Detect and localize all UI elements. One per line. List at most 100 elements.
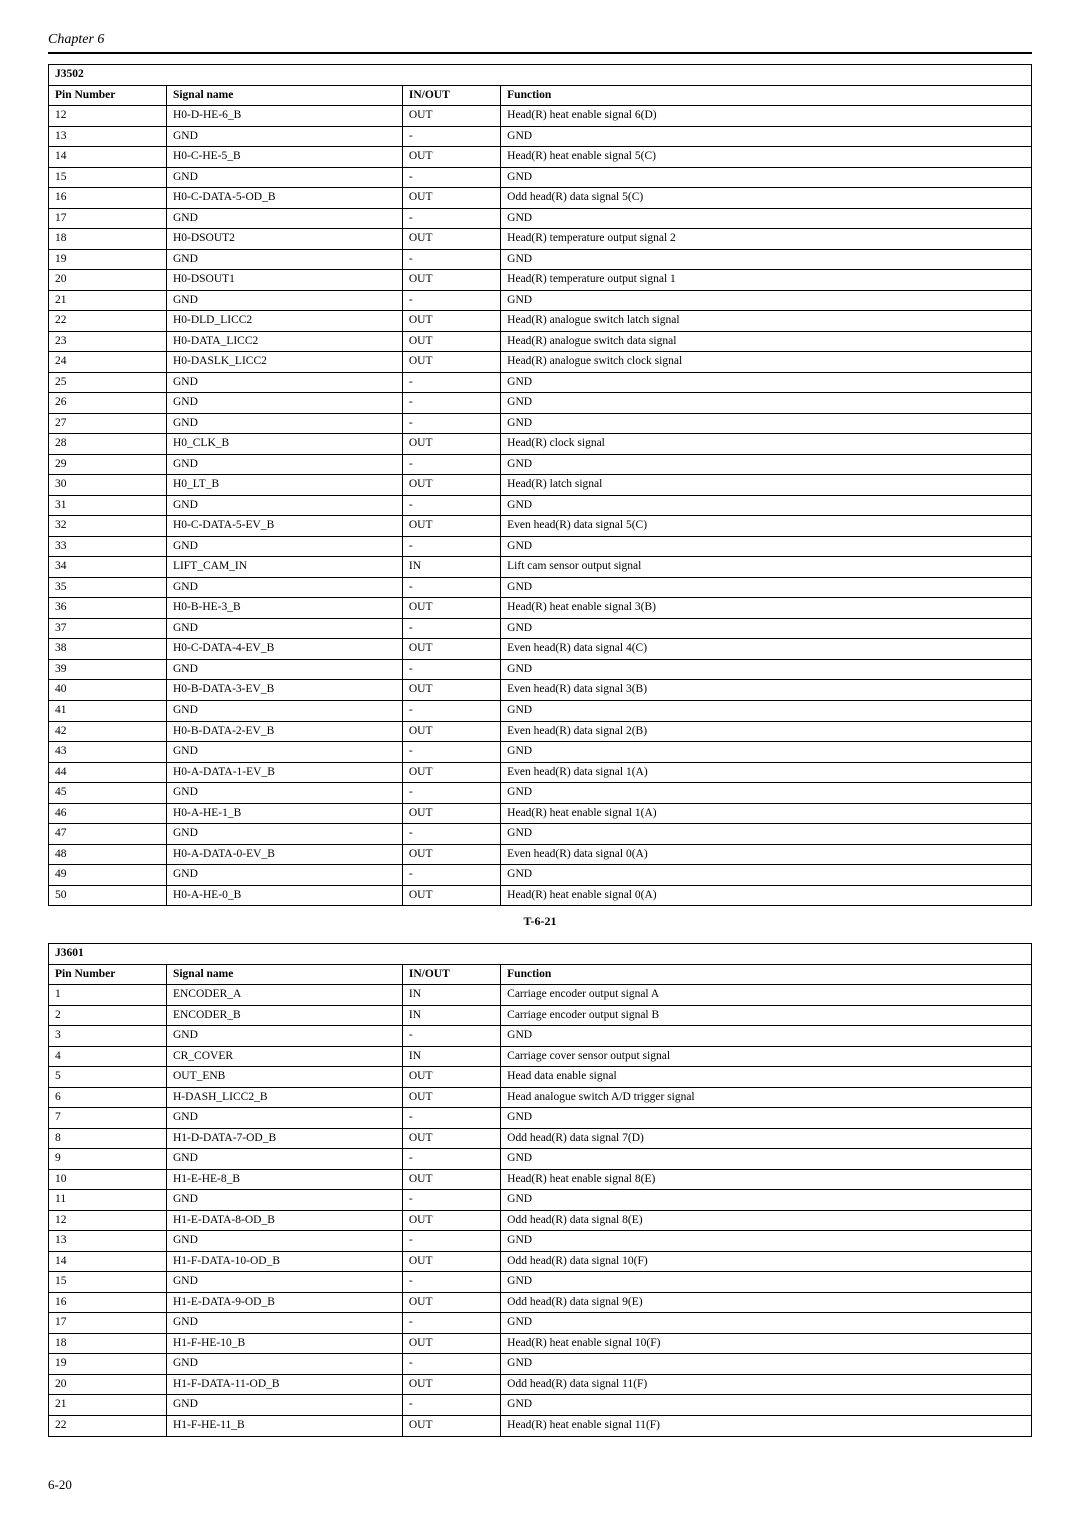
table-row: 32H0-C-DATA-5-EV_BOUTEven head(R) data s… bbox=[49, 516, 1032, 537]
table-cell: OUT bbox=[402, 885, 500, 906]
table-cell: GND bbox=[166, 700, 402, 721]
table-cell: - bbox=[402, 372, 500, 393]
table-cell: - bbox=[402, 1149, 500, 1170]
table-cell: OUT bbox=[402, 1210, 500, 1231]
table-row: 36H0-B-HE-3_BOUTHead(R) heat enable sign… bbox=[49, 598, 1032, 619]
table-row: 23H0-DATA_LICC2OUTHead(R) analogue switc… bbox=[49, 331, 1032, 352]
table-cell: 17 bbox=[49, 208, 167, 229]
table-cell: 50 bbox=[49, 885, 167, 906]
table-cell: Head(R) latch signal bbox=[501, 475, 1032, 496]
table-row: 13GND-GND bbox=[49, 126, 1032, 147]
table-cell: Even head(R) data signal 2(B) bbox=[501, 721, 1032, 742]
table-row: 17GND-GND bbox=[49, 208, 1032, 229]
table-cell: OUT bbox=[402, 352, 500, 373]
table-cell: Even head(R) data signal 1(A) bbox=[501, 762, 1032, 783]
table-row: 9GND-GND bbox=[49, 1149, 1032, 1170]
table-cell: OUT bbox=[402, 1333, 500, 1354]
table-cell: - bbox=[402, 1313, 500, 1334]
table-cell: GND bbox=[166, 1395, 402, 1416]
table-cell: 22 bbox=[49, 1416, 167, 1437]
table-cell: GND bbox=[501, 1026, 1032, 1047]
table-cell: 29 bbox=[49, 454, 167, 475]
table-cell: Head(R) heat enable signal 10(F) bbox=[501, 1333, 1032, 1354]
table-cell: IN bbox=[402, 1005, 500, 1026]
table-row: 49GND-GND bbox=[49, 865, 1032, 886]
table-row: 12H0-D-HE-6_BOUTHead(R) heat enable sign… bbox=[49, 106, 1032, 127]
table-cell: 27 bbox=[49, 413, 167, 434]
table-row: 41GND-GND bbox=[49, 700, 1032, 721]
table-cell: GND bbox=[166, 783, 402, 804]
table-cell: OUT bbox=[402, 434, 500, 455]
table-cell: GND bbox=[166, 290, 402, 311]
table-row: 8H1-D-DATA-7-OD_BOUTOdd head(R) data sig… bbox=[49, 1128, 1032, 1149]
table-cell: GND bbox=[501, 536, 1032, 557]
table-cell: GND bbox=[166, 413, 402, 434]
page-number: 6-20 bbox=[48, 1477, 1032, 1493]
table-row: 21GND-GND bbox=[49, 1395, 1032, 1416]
table-cell: 20 bbox=[49, 1374, 167, 1395]
table-cell: Even head(R) data signal 5(C) bbox=[501, 516, 1032, 537]
table-cell: Head(R) analogue switch clock signal bbox=[501, 352, 1032, 373]
table-cell: Head(R) heat enable signal 5(C) bbox=[501, 147, 1032, 168]
table-cell: H1-E-DATA-8-OD_B bbox=[166, 1210, 402, 1231]
table-cell: GND bbox=[166, 824, 402, 845]
table-row: 6H-DASH_LICC2_BOUTHead analogue switch A… bbox=[49, 1087, 1032, 1108]
table-cell: 8 bbox=[49, 1128, 167, 1149]
table-cell: GND bbox=[501, 1313, 1032, 1334]
table-cell: 7 bbox=[49, 1108, 167, 1129]
table-cell: GND bbox=[166, 1026, 402, 1047]
table-cell: GND bbox=[501, 1395, 1032, 1416]
table-cell: OUT bbox=[402, 270, 500, 291]
table-cell: OUT bbox=[402, 331, 500, 352]
table-row: 20H0-DSOUT1OUTHead(R) temperature output… bbox=[49, 270, 1032, 291]
table-row: 24H0-DASLK_LICC2OUTHead(R) analogue swit… bbox=[49, 352, 1032, 373]
table-cell: 17 bbox=[49, 1313, 167, 1334]
table-cell: GND bbox=[501, 1108, 1032, 1129]
table-cell: H0-C-DATA-4-EV_B bbox=[166, 639, 402, 660]
table-cell: 4 bbox=[49, 1046, 167, 1067]
table-cell: OUT bbox=[402, 106, 500, 127]
table-cell: Odd head(R) data signal 9(E) bbox=[501, 1292, 1032, 1313]
table-cell: GND bbox=[166, 1272, 402, 1293]
header-rule bbox=[48, 52, 1032, 54]
table-cell: 25 bbox=[49, 372, 167, 393]
table-cell: GND bbox=[166, 1354, 402, 1375]
table-cell: GND bbox=[501, 1149, 1032, 1170]
pin-table-j3502: J3502 Pin Number Signal name IN/OUT Func… bbox=[48, 64, 1032, 906]
table-row: 22H1-F-HE-11_BOUTHead(R) heat enable sig… bbox=[49, 1416, 1032, 1437]
table-cell: OUT bbox=[402, 1416, 500, 1437]
table-cell: H0-D-HE-6_B bbox=[166, 106, 402, 127]
table-cell: - bbox=[402, 700, 500, 721]
table-cell: - bbox=[402, 1272, 500, 1293]
table-cell: H1-F-HE-11_B bbox=[166, 1416, 402, 1437]
table-row: 50H0-A-HE-0_BOUTHead(R) heat enable sign… bbox=[49, 885, 1032, 906]
table-cell: 12 bbox=[49, 1210, 167, 1231]
table-cell: 24 bbox=[49, 352, 167, 373]
table-row: 42H0-B-DATA-2-EV_BOUTEven head(R) data s… bbox=[49, 721, 1032, 742]
table-cell: Head(R) heat enable signal 8(E) bbox=[501, 1169, 1032, 1190]
table-cell: 23 bbox=[49, 331, 167, 352]
table-cell: Head(R) temperature output signal 2 bbox=[501, 229, 1032, 250]
table-cell: 16 bbox=[49, 188, 167, 209]
table-cell: Head(R) clock signal bbox=[501, 434, 1032, 455]
table-row: 21GND-GND bbox=[49, 290, 1032, 311]
table-cell: GND bbox=[501, 618, 1032, 639]
table-cell: H0-C-DATA-5-EV_B bbox=[166, 516, 402, 537]
table-cell: H1-E-HE-8_B bbox=[166, 1169, 402, 1190]
table-cell: OUT bbox=[402, 147, 500, 168]
table-cell: 46 bbox=[49, 803, 167, 824]
table-row: 46H0-A-HE-1_BOUTHead(R) heat enable sign… bbox=[49, 803, 1032, 824]
table-row: 25GND-GND bbox=[49, 372, 1032, 393]
table-cell: 32 bbox=[49, 516, 167, 537]
table-cell: ENCODER_B bbox=[166, 1005, 402, 1026]
table-cell: IN bbox=[402, 557, 500, 578]
table-row: 13GND-GND bbox=[49, 1231, 1032, 1252]
table-cell: - bbox=[402, 659, 500, 680]
table-cell: - bbox=[402, 1231, 500, 1252]
table-cell: CR_COVER bbox=[166, 1046, 402, 1067]
table-cell: Head analogue switch A/D trigger signal bbox=[501, 1087, 1032, 1108]
table-cell: GND bbox=[501, 290, 1032, 311]
table-cell: OUT bbox=[402, 1067, 500, 1088]
table-cell: GND bbox=[166, 1108, 402, 1129]
table-cell: 34 bbox=[49, 557, 167, 578]
